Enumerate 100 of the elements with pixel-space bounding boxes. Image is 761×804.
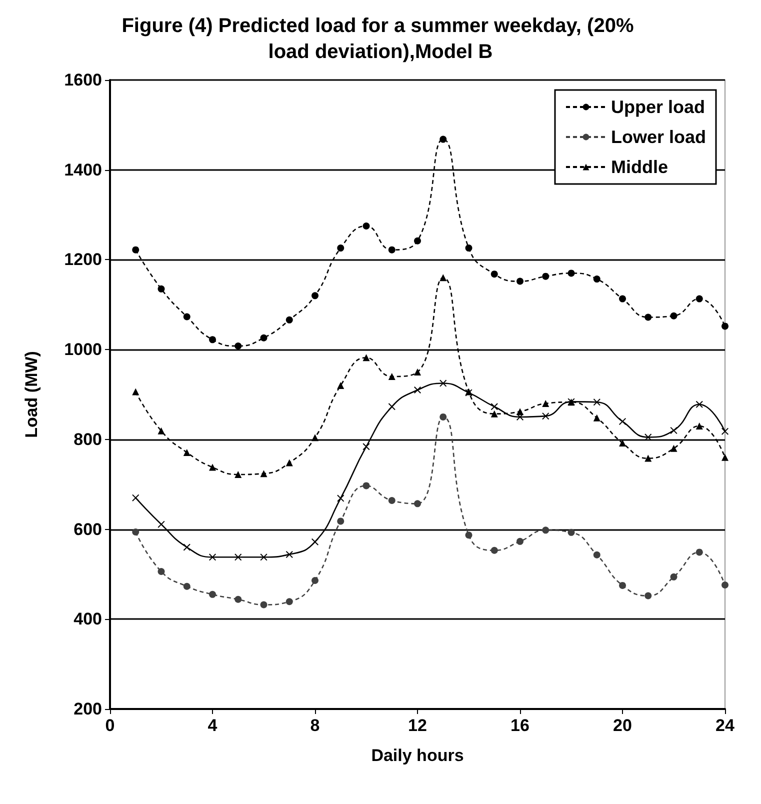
point bbox=[465, 244, 472, 252]
point bbox=[619, 418, 626, 425]
point bbox=[286, 316, 293, 324]
point bbox=[593, 551, 600, 558]
point bbox=[209, 336, 216, 344]
point bbox=[337, 518, 344, 525]
point bbox=[593, 276, 600, 283]
y-tick-label: 600 bbox=[74, 520, 102, 539]
point bbox=[516, 413, 524, 420]
point bbox=[490, 270, 498, 278]
point bbox=[568, 528, 575, 536]
point bbox=[696, 548, 703, 556]
x-tick-label: 4 bbox=[208, 716, 218, 735]
point bbox=[312, 292, 318, 300]
point bbox=[644, 434, 652, 441]
point bbox=[362, 482, 370, 490]
point bbox=[542, 412, 550, 420]
point bbox=[362, 222, 370, 230]
point bbox=[644, 454, 652, 462]
point bbox=[158, 285, 165, 292]
point bbox=[234, 342, 242, 350]
point bbox=[183, 544, 190, 551]
point bbox=[619, 582, 626, 589]
point bbox=[542, 526, 550, 534]
point bbox=[260, 334, 268, 342]
x-tick-label: 24 bbox=[716, 716, 735, 735]
y-tick-label: 200 bbox=[74, 700, 102, 718]
point bbox=[362, 354, 370, 362]
point bbox=[158, 520, 165, 528]
point bbox=[644, 592, 652, 600]
point bbox=[158, 568, 165, 576]
point bbox=[286, 550, 293, 558]
point bbox=[132, 388, 140, 396]
point bbox=[440, 274, 447, 282]
point bbox=[337, 382, 344, 390]
legend-label: Middle bbox=[610, 157, 668, 177]
point bbox=[670, 312, 678, 320]
point bbox=[312, 538, 318, 546]
point bbox=[312, 577, 318, 584]
chart-title: Figure (4) Predicted load for a summer weekday, (20% load deviation),Model B bbox=[122, 15, 640, 63]
point bbox=[286, 598, 293, 606]
y-tick-label: 1400 bbox=[64, 160, 102, 180]
point bbox=[696, 295, 703, 302]
point bbox=[132, 528, 140, 536]
point bbox=[260, 601, 268, 608]
point bbox=[696, 400, 703, 408]
legend-label: Upper load bbox=[610, 97, 706, 117]
point bbox=[183, 582, 190, 590]
point bbox=[542, 400, 550, 407]
point bbox=[516, 278, 524, 285]
y-axis-title: Load (MW) bbox=[22, 351, 41, 438]
point bbox=[542, 272, 550, 280]
point bbox=[209, 590, 216, 598]
point bbox=[414, 386, 421, 394]
point bbox=[490, 403, 498, 410]
point bbox=[619, 295, 626, 302]
point bbox=[132, 494, 140, 502]
point bbox=[440, 413, 447, 420]
point bbox=[234, 596, 242, 603]
point bbox=[490, 546, 498, 554]
point bbox=[209, 464, 216, 471]
point bbox=[260, 554, 268, 561]
point bbox=[722, 582, 728, 588]
point bbox=[388, 246, 396, 254]
point bbox=[593, 398, 600, 406]
point bbox=[209, 554, 216, 561]
point bbox=[337, 244, 344, 252]
x-tick-label: 0 bbox=[105, 716, 115, 735]
point bbox=[516, 538, 524, 545]
point bbox=[465, 532, 472, 539]
point bbox=[388, 403, 396, 410]
point bbox=[337, 494, 344, 502]
point bbox=[722, 322, 728, 330]
x-axis-title: Daily hours bbox=[371, 746, 464, 765]
point bbox=[670, 573, 678, 580]
y-tick-label: 800 bbox=[74, 430, 102, 449]
point bbox=[183, 448, 190, 456]
point bbox=[260, 470, 268, 478]
point bbox=[312, 434, 318, 442]
y-tick-label: 1200 bbox=[64, 250, 102, 270]
point bbox=[490, 410, 498, 418]
y-tick-label: 1000 bbox=[64, 340, 102, 360]
x-tick-label: 16 bbox=[510, 716, 530, 735]
point bbox=[183, 313, 190, 320]
point bbox=[362, 443, 370, 450]
point bbox=[722, 428, 728, 435]
point bbox=[414, 368, 421, 376]
y-tick-label: 1600 bbox=[64, 70, 102, 90]
point bbox=[388, 373, 396, 380]
y-tick-label: 400 bbox=[74, 610, 102, 629]
point bbox=[440, 380, 447, 387]
point bbox=[696, 422, 703, 430]
x-tick-label: 8 bbox=[310, 716, 320, 735]
point bbox=[593, 414, 600, 422]
point bbox=[670, 444, 678, 452]
x-tick-label: 20 bbox=[613, 716, 632, 735]
point bbox=[440, 136, 447, 143]
point bbox=[286, 459, 293, 466]
point bbox=[568, 270, 575, 277]
x-tick-label: 12 bbox=[408, 716, 427, 735]
